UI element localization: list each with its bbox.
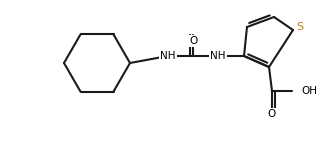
Text: S: S (296, 22, 304, 32)
Text: O: O (268, 109, 276, 119)
Text: NH: NH (160, 51, 176, 61)
Text: O: O (189, 36, 197, 46)
Text: OH: OH (301, 86, 317, 96)
Text: NH: NH (210, 51, 226, 61)
